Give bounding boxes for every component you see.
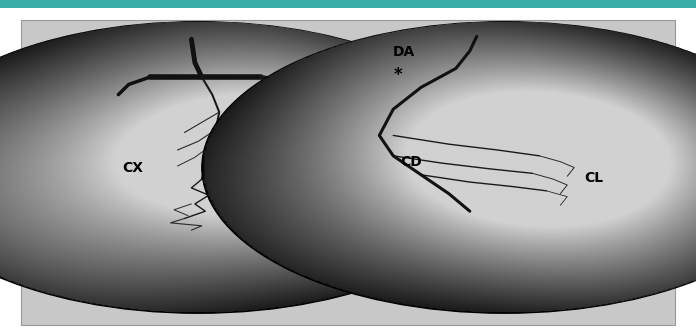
Text: CX: CX: [122, 160, 143, 175]
Circle shape: [0, 22, 501, 313]
Text: DA: DA: [393, 45, 416, 59]
Bar: [0, 0, 696, 8]
Text: CD: CD: [400, 155, 422, 170]
Text: CL: CL: [585, 171, 603, 185]
Circle shape: [202, 22, 696, 313]
Text: *: *: [393, 66, 402, 84]
